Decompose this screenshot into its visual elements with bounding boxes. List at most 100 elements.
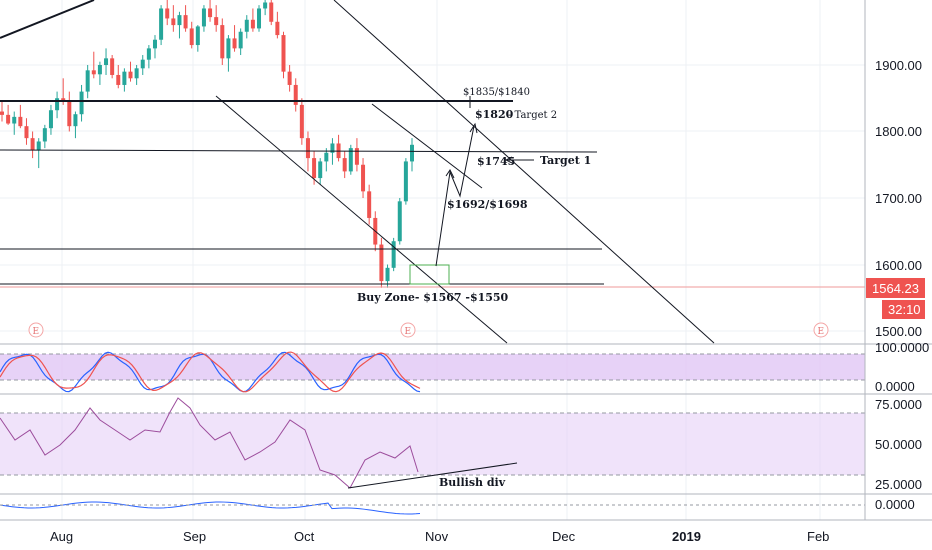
candle-body: [104, 58, 109, 65]
svg-text:1564.23: 1564.23: [872, 281, 919, 296]
candle-body: [232, 38, 237, 49]
candle-body: [134, 68, 139, 79]
candle-body: [159, 8, 164, 40]
svg-text:E: E: [33, 327, 40, 337]
candle-body: [36, 141, 41, 151]
candle-body: [91, 70, 96, 75]
candle-body: [140, 59, 145, 69]
candle-body: [263, 2, 268, 9]
rsi-band: [0, 413, 865, 475]
svg-text:0.0000: 0.0000: [875, 497, 915, 512]
event-marker[interactable]: E: [28, 322, 44, 338]
candle-body: [67, 101, 72, 127]
svg-text:50.0000: 50.0000: [875, 437, 922, 452]
price-tick: 1500.00: [875, 324, 922, 339]
svg-text:E: E: [818, 327, 825, 337]
candle-body: [165, 8, 170, 19]
candle-body: [195, 26, 200, 46]
candle-body: [250, 19, 255, 29]
candle-body: [97, 65, 102, 75]
channel-upper: [333, 0, 715, 344]
candle-body: [361, 164, 366, 192]
candle-body: [208, 8, 213, 18]
range-mid-label: $1692/$1698: [447, 198, 528, 211]
svg-text:E: E: [405, 327, 412, 337]
time-tick: Dec: [552, 529, 576, 544]
time-tick: Feb: [807, 529, 829, 544]
candle-body: [171, 18, 176, 26]
channel-inner: [371, 103, 483, 189]
candle-body: [238, 31, 243, 49]
candle-body: [110, 58, 115, 75]
channel-lower: [215, 95, 508, 344]
event-marker[interactable]: E: [813, 322, 829, 338]
buy-zone-label: Buy Zone- $1567 -$1550: [357, 291, 509, 304]
target2-label: - Target 2: [508, 110, 557, 121]
candle-body: [293, 84, 298, 105]
price-tick: 1800.00: [875, 124, 922, 139]
macd-line: [0, 501, 421, 515]
target-range-label: $1835/$1840: [463, 87, 530, 98]
candle-body: [305, 138, 310, 159]
price-tick: 1600.00: [875, 258, 922, 273]
candle-body: [30, 138, 35, 151]
candle-body: [348, 148, 353, 172]
candle-body: [189, 28, 194, 46]
candle-body: [287, 71, 292, 85]
arrow-head: [504, 156, 513, 164]
candle-body: [410, 144, 414, 162]
svg-text:75.0000: 75.0000: [875, 397, 922, 412]
bullish-div-label: Bullish div: [439, 476, 506, 489]
candle-body: [342, 158, 347, 172]
candle-body: [354, 148, 359, 165]
svg-text:25.0000: 25.0000: [875, 477, 922, 492]
price-tick: 1700.00: [875, 191, 922, 206]
candle-body: [220, 25, 225, 59]
time-tick: Sep: [183, 529, 206, 544]
svg-text:100.0000: 100.0000: [875, 340, 929, 355]
target1-price-label: $1745: [477, 155, 515, 168]
target2-price-label: $1820: [475, 108, 514, 121]
current-price-tag: 1564.23 32:10: [866, 278, 925, 319]
stoch-band: [0, 354, 865, 380]
svg-text:32:10: 32:10: [888, 302, 921, 317]
time-axis[interactable]: Aug Sep Oct Nov Dec 2019 Feb: [0, 519, 932, 544]
candle-body: [367, 191, 372, 218]
divergence-line: [347, 462, 518, 489]
buy-zone-box: [409, 264, 450, 285]
candle-body: [403, 161, 408, 202]
candle-body: [55, 98, 60, 111]
time-tick: 2019: [672, 529, 701, 544]
candle-body: [0, 111, 4, 115]
candle-body: [61, 98, 66, 102]
svg-text:0.0000: 0.0000: [875, 379, 915, 394]
candle-body: [269, 2, 274, 22]
candle-body: [281, 35, 286, 72]
candle-body: [226, 38, 231, 59]
candle-body: [177, 15, 182, 26]
candle-body: [24, 126, 29, 139]
time-tick: Oct: [294, 529, 315, 544]
candle-body: [318, 161, 323, 179]
candle-body: [6, 114, 11, 124]
candle-body: [18, 116, 23, 127]
candle-body: [214, 17, 219, 26]
candle-body: [244, 19, 249, 32]
target1-label: Target 1: [540, 154, 591, 167]
candle-body: [385, 267, 390, 282]
candle-body: [201, 8, 206, 27]
event-marker[interactable]: E: [400, 322, 416, 338]
candle-body: [324, 152, 329, 162]
candle-body: [48, 110, 53, 129]
oscillator-axis: 100.0000 0.0000 75.0000 50.0000 25.0000 …: [875, 340, 929, 512]
candle-body: [42, 128, 47, 142]
price-axis[interactable]: 1900.00 1800.00 1700.00 1600.00 1500.00: [864, 0, 922, 520]
target1-line: [0, 149, 598, 153]
candle-body: [257, 8, 262, 29]
candle-body: [330, 143, 335, 153]
candle-body: [128, 71, 133, 79]
candle-body: [312, 158, 317, 179]
projection-path: [435, 125, 475, 267]
indicator-panes: [0, 343, 932, 515]
